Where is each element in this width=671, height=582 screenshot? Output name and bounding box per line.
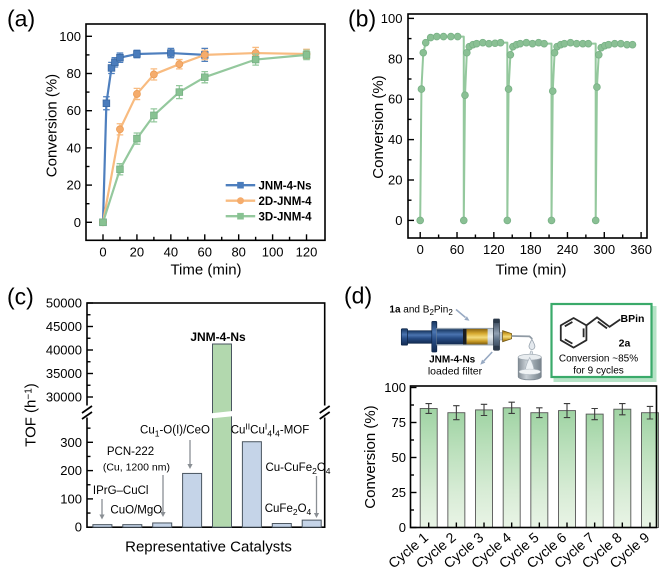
- svg-text:(b): (b): [348, 6, 376, 32]
- svg-text:50: 50: [392, 450, 406, 465]
- svg-text:(d): (d): [344, 283, 372, 309]
- svg-text:120: 120: [483, 242, 505, 257]
- svg-text:100: 100: [262, 244, 284, 259]
- svg-text:CuFe2O4: CuFe2O4: [265, 503, 312, 517]
- svg-text:0: 0: [75, 520, 82, 535]
- svg-text:CuO/MgO: CuO/MgO: [110, 505, 162, 517]
- svg-text:0: 0: [99, 244, 106, 259]
- svg-text:JNM-4-Ns: JNM-4-Ns: [190, 330, 246, 344]
- svg-text:100: 100: [381, 11, 403, 26]
- svg-text:50000: 50000: [46, 296, 82, 311]
- svg-text:3D-JNM-4: 3D-JNM-4: [259, 212, 313, 224]
- svg-text:60: 60: [67, 103, 81, 118]
- svg-text:80: 80: [67, 66, 81, 81]
- svg-text:75: 75: [392, 415, 406, 430]
- svg-text:60: 60: [450, 242, 464, 257]
- svg-text:2D-JNM-4: 2D-JNM-4: [259, 196, 313, 208]
- svg-text:2a: 2a: [619, 338, 631, 350]
- svg-text:100: 100: [59, 29, 81, 44]
- svg-text:360: 360: [630, 242, 652, 257]
- svg-text:300: 300: [60, 435, 82, 450]
- svg-text:Conversion (%): Conversion (%): [362, 405, 379, 508]
- svg-text:45000: 45000: [46, 319, 82, 334]
- svg-text:for 9 cycles: for 9 cycles: [573, 366, 624, 377]
- svg-text:80: 80: [388, 51, 402, 66]
- svg-text:JNM-4-Ns: JNM-4-Ns: [429, 355, 476, 366]
- svg-text:0: 0: [74, 215, 81, 230]
- svg-text:300: 300: [593, 242, 615, 257]
- svg-text:Time (min): Time (min): [170, 262, 241, 279]
- svg-text:240: 240: [557, 242, 579, 257]
- svg-text:(a): (a): [7, 6, 35, 32]
- svg-text:(c): (c): [7, 284, 34, 310]
- svg-text:PCN-222: PCN-222: [107, 446, 154, 458]
- svg-text:20: 20: [67, 178, 81, 193]
- svg-text:25: 25: [392, 485, 406, 500]
- svg-text:40: 40: [67, 140, 81, 155]
- svg-text:IPrG–CuCl: IPrG–CuCl: [93, 485, 149, 497]
- svg-text:(Cu, 1200 nm): (Cu, 1200 nm): [103, 462, 170, 474]
- svg-text:loaded filter: loaded filter: [428, 366, 483, 378]
- svg-text:40: 40: [164, 244, 178, 259]
- svg-text:80: 80: [231, 244, 245, 259]
- svg-text:120: 120: [296, 244, 318, 259]
- svg-text:200: 200: [60, 463, 82, 478]
- svg-text:Representative Catalysts: Representative Catalysts: [125, 539, 292, 556]
- svg-text:CuIICuI4I4-MOF: CuIICuI4I4-MOF: [231, 422, 310, 439]
- svg-text:20: 20: [388, 173, 402, 188]
- svg-text:35000: 35000: [46, 366, 82, 381]
- svg-text:Conversion ~85%: Conversion ~85%: [559, 354, 638, 365]
- svg-text:TOF (h−1): TOF (h−1): [23, 383, 40, 447]
- svg-text:Conversion (%): Conversion (%): [370, 75, 387, 178]
- svg-text:60: 60: [198, 244, 212, 259]
- svg-text:20: 20: [130, 244, 144, 259]
- svg-text:0: 0: [395, 213, 402, 228]
- svg-text:1a and B2Pin2: 1a and B2Pin2: [389, 305, 453, 317]
- svg-text:60: 60: [388, 92, 402, 107]
- svg-text:40: 40: [388, 132, 402, 147]
- svg-text:100: 100: [60, 491, 82, 506]
- svg-text:0: 0: [417, 242, 424, 257]
- svg-text:100: 100: [384, 380, 406, 395]
- svg-text:Cu1-O(I)/CeO: Cu1-O(I)/CeO: [140, 425, 210, 439]
- svg-text:Time (min): Time (min): [495, 262, 566, 279]
- svg-text:BPin: BPin: [621, 313, 645, 325]
- svg-text:180: 180: [520, 242, 542, 257]
- svg-text:30000: 30000: [46, 390, 82, 405]
- svg-text:40000: 40000: [46, 343, 82, 358]
- svg-text:Cu-CuFe2O4: Cu-CuFe2O4: [265, 462, 330, 476]
- svg-text:Conversion (%): Conversion (%): [44, 74, 61, 177]
- svg-text:JNM-4-Ns: JNM-4-Ns: [259, 181, 312, 193]
- svg-text:0: 0: [399, 520, 406, 535]
